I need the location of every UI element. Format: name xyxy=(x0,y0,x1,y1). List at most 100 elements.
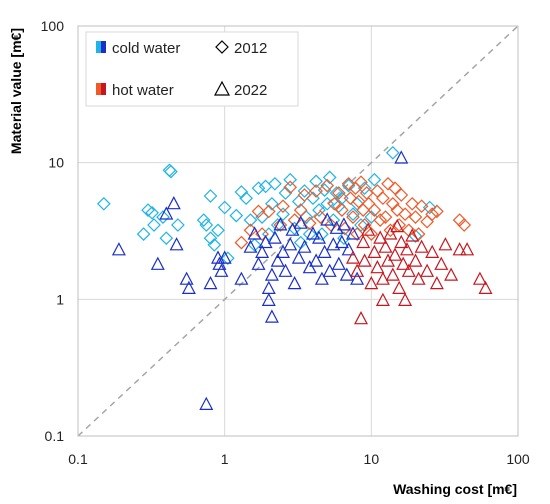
data-point-triangle xyxy=(373,230,388,244)
data-point-triangle xyxy=(312,230,326,244)
data-point-triangle xyxy=(378,239,393,253)
data-points xyxy=(96,145,493,410)
data-point-diamond xyxy=(217,200,232,215)
data-point-triangle xyxy=(243,239,258,253)
data-point-diamond xyxy=(335,203,349,217)
data-point-triangle xyxy=(388,247,402,261)
data-point-triangle xyxy=(211,250,225,264)
data-point-triangle xyxy=(398,292,413,306)
data-point-diamond xyxy=(408,210,423,224)
chart-legend: cold water hot water 2012 2022 xyxy=(85,31,299,107)
data-point-diamond xyxy=(96,196,111,211)
data-point-triangle xyxy=(478,280,493,294)
legend-swatch-hot-water-dark xyxy=(101,83,106,95)
data-point-triangle xyxy=(317,244,332,258)
data-point-diamond xyxy=(297,184,312,198)
data-point-triangle xyxy=(179,271,194,285)
data-point-triangle xyxy=(278,263,293,277)
data-point-triangle xyxy=(285,222,300,236)
data-point-triangle xyxy=(251,256,266,270)
x-tick-label: 1 xyxy=(221,451,229,467)
data-point-triangle xyxy=(270,253,285,267)
data-point-triangle xyxy=(326,237,341,251)
data-point-triangle xyxy=(302,260,317,274)
data-point-triangle xyxy=(370,260,385,274)
plot-area-border xyxy=(77,25,519,437)
data-point-triangle xyxy=(425,244,440,258)
data-point-diamond xyxy=(383,223,398,238)
y-axis-tick-labels: 0.1 1 10 100 xyxy=(41,18,65,444)
data-point-triangle xyxy=(320,212,335,226)
data-point-diamond xyxy=(297,188,312,202)
data-point-triangle xyxy=(341,242,356,256)
data-point-triangle xyxy=(255,244,270,258)
data-point-triangle xyxy=(346,226,360,240)
data-point-diamond xyxy=(320,178,335,193)
data-point-diamond xyxy=(341,178,356,193)
data-point-triangle xyxy=(346,250,360,264)
data-point-diamond xyxy=(341,176,356,191)
data-point-diamond xyxy=(156,210,170,224)
legend-label-cold-water: cold water xyxy=(112,40,180,57)
data-point-triangle xyxy=(287,276,302,290)
data-point-triangle xyxy=(364,276,379,290)
data-point-triangle xyxy=(264,309,279,323)
data-point-diamond xyxy=(273,218,288,232)
data-point-diamond xyxy=(309,174,323,189)
data-point-diamond xyxy=(283,172,298,187)
data-point-diamond xyxy=(331,186,346,200)
data-point-diamond xyxy=(196,213,211,227)
data-point-triangle xyxy=(408,253,423,267)
data-point-triangle xyxy=(444,267,459,281)
data-point-diamond xyxy=(364,227,379,241)
data-point-triangle xyxy=(350,263,365,277)
legend-diamond-marker-icon xyxy=(215,40,229,54)
data-point-diamond xyxy=(315,227,329,241)
data-point-diamond xyxy=(385,196,400,211)
data-point-diamond xyxy=(373,213,388,227)
data-point-diamond xyxy=(251,181,266,196)
y-axis-title: Material value [m€] xyxy=(8,28,24,154)
x-tick-label: 0.1 xyxy=(68,451,88,467)
data-point-diamond xyxy=(265,196,279,211)
data-point-triangle xyxy=(401,263,416,277)
data-point-diamond xyxy=(351,194,366,209)
data-point-triangle xyxy=(383,226,398,240)
data-point-diamond xyxy=(324,218,338,232)
data-point-triangle xyxy=(214,263,229,277)
data-point-diamond xyxy=(147,218,161,232)
data-point-triangle xyxy=(293,215,308,229)
data-point-triangle xyxy=(429,276,444,290)
data-point-diamond xyxy=(398,207,412,222)
data-point-diamond xyxy=(234,185,249,199)
data-point-diamond xyxy=(405,196,420,211)
data-point-diamond xyxy=(357,181,372,196)
data-point-triangle xyxy=(159,206,174,220)
data-point-diamond xyxy=(141,203,155,217)
data-point-triangle xyxy=(273,217,288,231)
data-point-triangle xyxy=(336,217,351,231)
data-point-diamond xyxy=(171,218,185,232)
data-point-diamond xyxy=(283,180,298,195)
data-point-diamond xyxy=(312,203,326,217)
data-point-triangle xyxy=(264,267,279,281)
data-point-diamond xyxy=(354,175,368,190)
data-point-diamond xyxy=(220,251,235,266)
data-point-diamond xyxy=(270,218,285,232)
data-point-triangle xyxy=(258,234,273,249)
data-point-triangle xyxy=(357,253,372,267)
data-point-diamond xyxy=(390,203,405,217)
x-axis-tick-labels: 0.1 1 10 100 xyxy=(68,451,530,467)
data-point-diamond xyxy=(367,172,382,187)
data-point-triangle xyxy=(309,253,324,267)
data-point-triangle xyxy=(150,256,165,270)
data-point-diamond xyxy=(302,216,317,231)
data-point-triangle xyxy=(460,242,475,256)
data-point-diamond xyxy=(136,227,151,241)
data-point-diamond xyxy=(243,213,258,227)
y-tick-label: 1 xyxy=(56,291,64,307)
data-point-triangle xyxy=(234,271,249,285)
data-point-triangle xyxy=(405,228,420,242)
data-point-diamond xyxy=(203,189,218,203)
